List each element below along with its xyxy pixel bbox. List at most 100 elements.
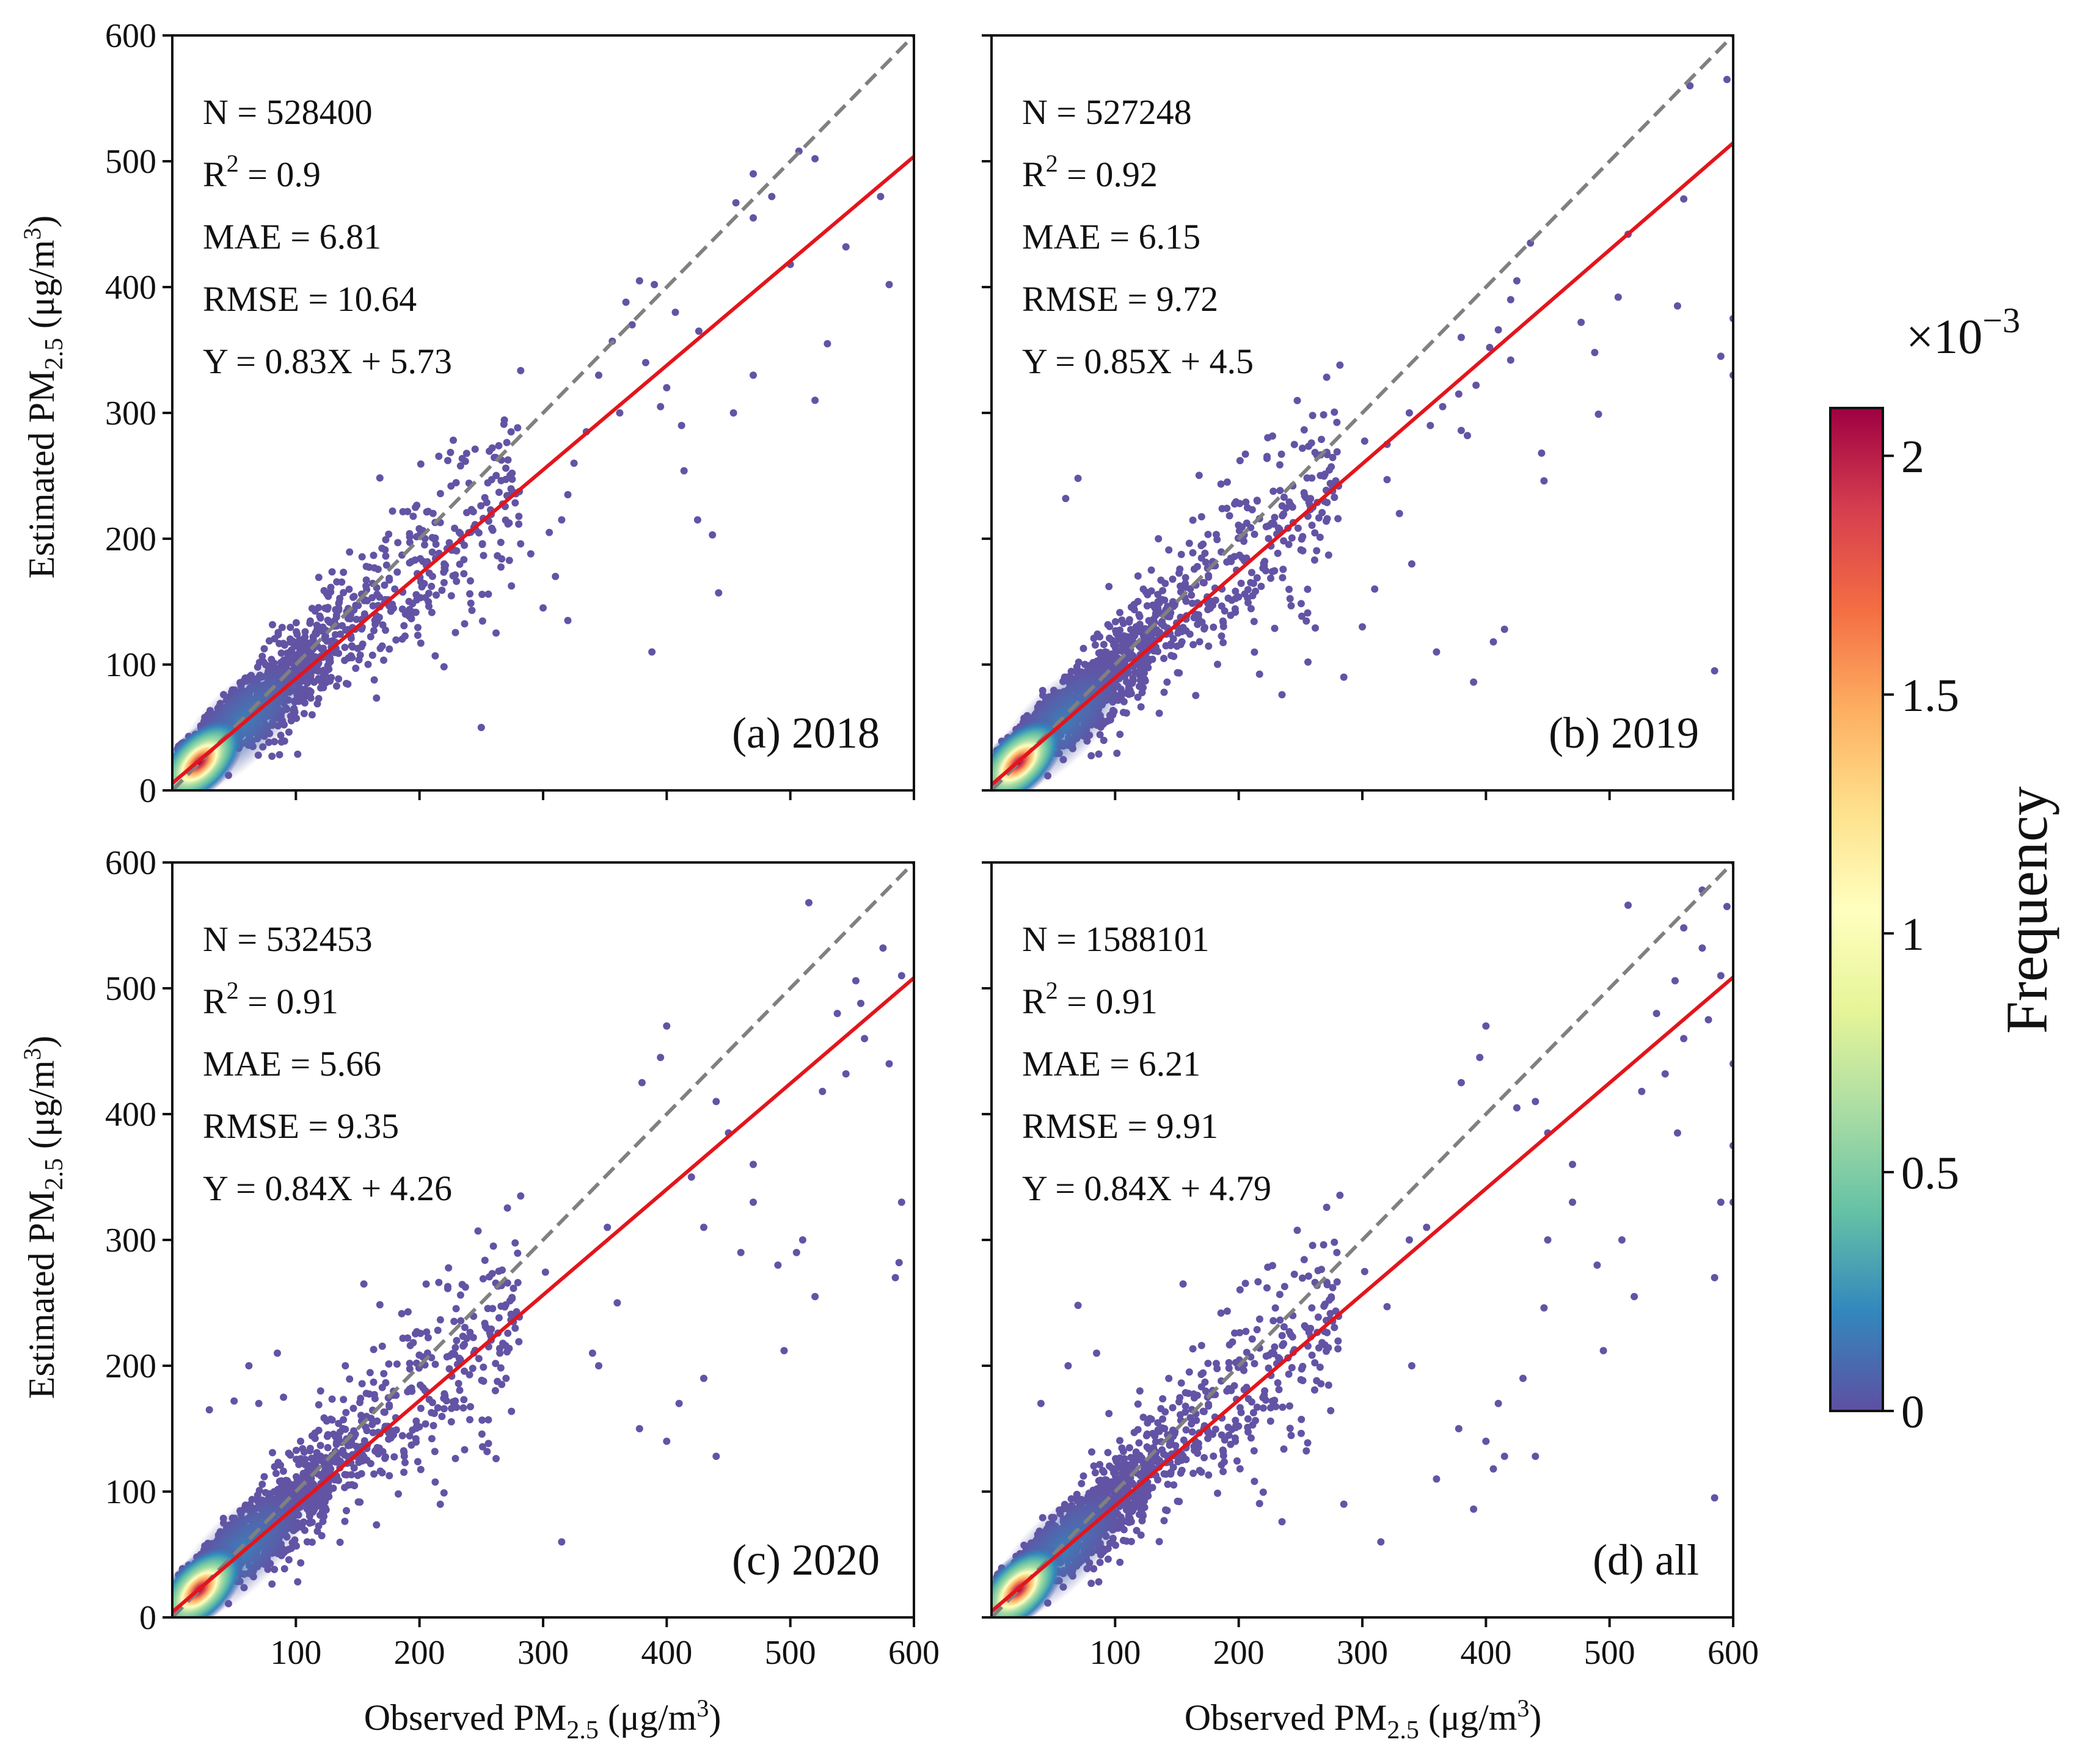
scatter-point: [1439, 403, 1447, 410]
scatter-point: [413, 596, 421, 604]
scatter-point: [417, 460, 425, 468]
scatter-point: [456, 462, 464, 470]
scatter-point: [339, 1424, 347, 1432]
scatter-point: [321, 633, 329, 641]
scatter-point: [1174, 629, 1182, 637]
scatter-point: [467, 1403, 474, 1410]
scatter-point: [299, 1470, 307, 1478]
scatter-point: [387, 607, 395, 615]
scatter-point: [357, 1412, 365, 1420]
scatter-point: [362, 596, 370, 604]
scatter-point: [407, 1441, 415, 1449]
scatter-point: [385, 1360, 393, 1368]
scatter-point: [307, 688, 315, 696]
scatter-point: [431, 1448, 439, 1456]
scatter-point: [456, 1387, 464, 1394]
scatter-point: [308, 711, 316, 719]
scatter-point: [320, 644, 327, 652]
scatter-point: [371, 621, 379, 628]
scatter-point: [268, 1580, 276, 1588]
scatter-point: [346, 615, 354, 622]
scatter-point: [514, 424, 522, 432]
scatter-point: [1507, 296, 1514, 304]
scatter-point: [484, 479, 492, 487]
scatter-point: [502, 464, 510, 472]
scatter-point: [1277, 450, 1285, 458]
scatter-point: [345, 585, 353, 593]
panel-label: (a) 2018: [732, 709, 880, 757]
scatter-point: [340, 1416, 348, 1424]
scatter-point: [359, 640, 367, 648]
scatter-point: [395, 1490, 402, 1498]
scatter-point: [400, 1468, 408, 1476]
scatter-point: [648, 648, 656, 656]
scatter-point: [1331, 408, 1339, 416]
scatter-point: [335, 607, 343, 614]
scatter-point: [1182, 574, 1189, 581]
y-tick-label: 500: [105, 143, 156, 181]
scatter-point: [1105, 583, 1113, 591]
scatter-point: [423, 558, 431, 566]
scatter-point: [494, 1377, 502, 1385]
scatter-point: [335, 675, 343, 683]
scatter-point: [479, 1275, 487, 1283]
scatter-point: [1723, 76, 1731, 84]
scatter-point: [1178, 638, 1186, 646]
scatter-point: [445, 1365, 453, 1372]
scatter-point: [1315, 514, 1323, 522]
scatter-point: [1280, 537, 1288, 545]
scatter-point: [425, 598, 433, 606]
scatter-point: [1500, 625, 1508, 633]
scatter-point: [343, 1507, 350, 1515]
scatter-point: [380, 656, 387, 664]
scatter-point: [1244, 594, 1252, 602]
scatter-point: [1158, 620, 1166, 628]
scatter-point: [455, 1380, 462, 1388]
scatter-point: [1303, 474, 1311, 482]
scatter-point: [480, 1377, 488, 1385]
scatter-point: [1189, 549, 1197, 556]
scatter-point: [356, 651, 364, 659]
scatter-point: [1312, 624, 1319, 632]
scatter-point: [311, 607, 319, 615]
plot-area: [172, 35, 914, 790]
scatter-point: [299, 1445, 307, 1452]
scatter-point: [460, 570, 468, 578]
scatter-point: [1316, 533, 1324, 541]
scatter-point: [269, 1449, 276, 1457]
scatter-point: [709, 531, 717, 539]
scatter-point: [401, 610, 409, 618]
scatter-point: [428, 608, 436, 616]
scatter-point: [1125, 618, 1133, 626]
scatter-point: [382, 1379, 390, 1387]
scatter-point: [343, 680, 350, 687]
scatter-point: [424, 1334, 432, 1341]
scatter-point: [312, 1497, 320, 1505]
scatter-point: [382, 626, 389, 634]
scatter-point: [1186, 630, 1194, 638]
scatter-point: [1247, 569, 1255, 577]
scatter-point: [1116, 731, 1124, 738]
scatter-point: [492, 629, 500, 637]
scatter-point: [467, 506, 475, 514]
scatter-point: [448, 1404, 455, 1412]
scatter-point: [1257, 583, 1265, 590]
scatter-point: [1591, 349, 1599, 357]
scatter-point: [405, 597, 413, 605]
scatter-point: [301, 628, 309, 636]
scatter-point: [517, 1192, 525, 1200]
scatter-point: [406, 533, 414, 541]
scatter-point: [352, 665, 360, 672]
scatter-point: [468, 607, 476, 614]
scatter-point: [1118, 616, 1126, 624]
scatter-point: [503, 1279, 511, 1287]
scatter-point: [455, 1354, 463, 1362]
scatter-point: [1472, 381, 1480, 389]
scatter-point: [1204, 531, 1212, 538]
scatter-point: [313, 700, 321, 708]
scatter-point: [381, 581, 389, 589]
scatter-point: [401, 1459, 409, 1467]
scatter-point: [1154, 598, 1162, 605]
scatter-point: [1405, 409, 1413, 417]
scatter-point: [1318, 509, 1326, 517]
